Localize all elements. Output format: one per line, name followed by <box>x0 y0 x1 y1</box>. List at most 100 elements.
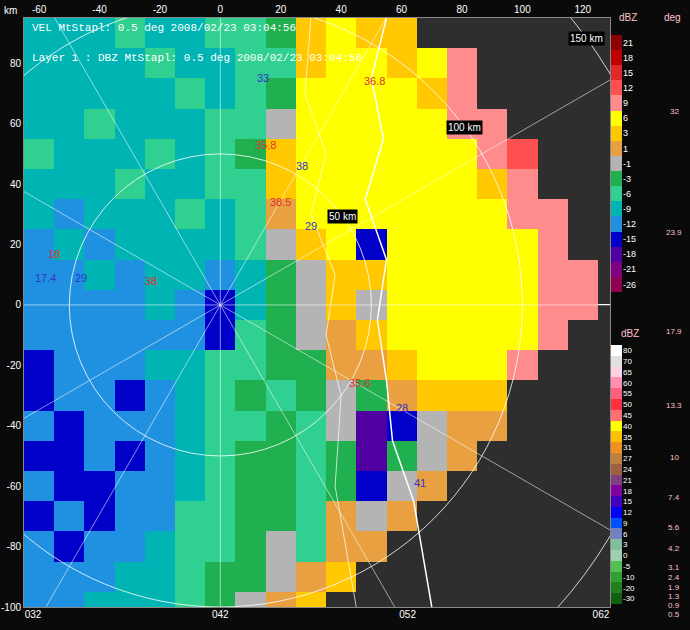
svg-text:9: 9 <box>623 519 628 528</box>
svg-text:0: 0 <box>218 4 224 15</box>
svg-text:-15: -15 <box>623 234 636 244</box>
svg-text:0: 0 <box>623 551 628 560</box>
svg-text:120: 120 <box>574 4 591 15</box>
svg-text:38.5: 38.5 <box>270 196 291 208</box>
svg-text:32: 32 <box>670 107 679 116</box>
svg-text:23.9: 23.9 <box>666 228 682 237</box>
svg-text:-9: -9 <box>623 204 631 214</box>
svg-text:-20: -20 <box>153 4 168 15</box>
svg-text:2.4: 2.4 <box>668 573 680 582</box>
svg-text:29: 29 <box>75 272 87 284</box>
svg-text:0.5: 0.5 <box>668 610 680 619</box>
svg-text:40: 40 <box>336 4 348 15</box>
svg-text:-80: -80 <box>7 541 22 552</box>
svg-text:36.8: 36.8 <box>364 75 385 87</box>
svg-text:40: 40 <box>10 179 22 190</box>
svg-text:-26: -26 <box>623 280 636 290</box>
svg-text:31: 31 <box>623 443 632 452</box>
svg-text:5.6: 5.6 <box>668 523 680 532</box>
svg-text:-40: -40 <box>7 420 22 431</box>
svg-text:dBZ: dBZ <box>621 328 639 339</box>
svg-text:17.4: 17.4 <box>35 272 56 284</box>
svg-text:18: 18 <box>623 53 633 63</box>
svg-text:15: 15 <box>623 497 632 506</box>
svg-text:10: 10 <box>670 453 679 462</box>
svg-text:7.4: 7.4 <box>668 493 680 502</box>
svg-text:deg: deg <box>664 12 681 23</box>
svg-text:18: 18 <box>48 248 60 260</box>
svg-text:4.2: 4.2 <box>668 544 680 553</box>
svg-text:38: 38 <box>145 275 157 287</box>
svg-text:12: 12 <box>623 508 632 517</box>
svg-text:18: 18 <box>623 486 632 495</box>
svg-text:100: 100 <box>514 4 531 15</box>
svg-text:3: 3 <box>623 128 628 138</box>
svg-text:-18: -18 <box>623 249 636 259</box>
svg-text:27: 27 <box>623 454 632 463</box>
svg-text:80: 80 <box>10 58 22 69</box>
svg-text:-40: -40 <box>92 4 107 15</box>
svg-text:-60: -60 <box>32 4 47 15</box>
svg-text:-60: -60 <box>7 481 22 492</box>
svg-text:41: 41 <box>414 477 426 489</box>
svg-text:1.9: 1.9 <box>668 583 680 592</box>
svg-text:45: 45 <box>623 411 632 420</box>
svg-text:28: 28 <box>396 402 408 414</box>
svg-text:35.8: 35.8 <box>255 139 276 151</box>
svg-text:20: 20 <box>275 4 287 15</box>
svg-text:-6: -6 <box>623 189 631 199</box>
svg-text:70: 70 <box>623 357 632 366</box>
svg-text:-100: -100 <box>1 602 21 613</box>
svg-text:3: 3 <box>623 540 628 549</box>
svg-text:-20: -20 <box>7 360 22 371</box>
svg-text:-12: -12 <box>623 219 636 229</box>
svg-text:21: 21 <box>623 38 633 48</box>
svg-text:150 km: 150 km <box>570 33 603 44</box>
svg-text:Layer 1 : DBZ MtStapl: 0.5 deg: Layer 1 : DBZ MtStapl: 0.5 deg 2008/02/2… <box>32 52 362 64</box>
svg-text:80: 80 <box>623 346 632 355</box>
svg-text:55: 55 <box>623 389 632 398</box>
svg-text:dBZ: dBZ <box>619 12 637 23</box>
svg-text:062: 062 <box>593 609 610 620</box>
svg-text:12: 12 <box>623 83 633 93</box>
svg-text:0: 0 <box>15 299 21 310</box>
svg-text:35.6: 35.6 <box>349 377 370 389</box>
svg-text:1.3: 1.3 <box>668 592 680 601</box>
svg-text:-10: -10 <box>623 573 635 582</box>
svg-text:032: 032 <box>25 609 42 620</box>
svg-text:9: 9 <box>623 98 628 108</box>
svg-text:6: 6 <box>623 113 628 123</box>
svg-text:13.3: 13.3 <box>666 401 682 410</box>
svg-text:-21: -21 <box>623 264 636 274</box>
svg-text:35: 35 <box>623 433 632 442</box>
svg-text:0.9: 0.9 <box>668 601 680 610</box>
svg-text:042: 042 <box>212 609 229 620</box>
svg-text:33: 33 <box>257 72 269 84</box>
svg-text:50: 50 <box>623 400 632 409</box>
svg-text:60: 60 <box>396 4 408 15</box>
svg-text:15: 15 <box>623 68 633 78</box>
svg-text:VEL MtStapl: 0.5 deg 2008/02/2: VEL MtStapl: 0.5 deg 2008/02/23 03:04:56 <box>32 22 296 34</box>
svg-text:1: 1 <box>623 144 628 154</box>
svg-text:-30: -30 <box>623 594 635 603</box>
svg-text:50 km: 50 km <box>329 211 356 222</box>
svg-text:6: 6 <box>623 530 628 539</box>
svg-text:60: 60 <box>10 118 22 129</box>
svg-text:100 km: 100 km <box>448 122 481 133</box>
svg-text:-5: -5 <box>623 562 631 571</box>
svg-text:21: 21 <box>623 476 632 485</box>
svg-text:-20: -20 <box>623 584 635 593</box>
svg-text:80: 80 <box>456 4 468 15</box>
svg-text:20: 20 <box>10 239 22 250</box>
svg-text:40: 40 <box>623 422 632 431</box>
svg-text:-3: -3 <box>623 174 631 184</box>
svg-text:3.1: 3.1 <box>668 563 680 572</box>
svg-text:17.9: 17.9 <box>666 327 682 336</box>
svg-text:-1: -1 <box>623 159 631 169</box>
svg-text:65: 65 <box>623 368 632 377</box>
svg-text:km: km <box>4 5 17 16</box>
svg-text:60: 60 <box>623 379 632 388</box>
svg-text:052: 052 <box>399 609 416 620</box>
svg-text:24: 24 <box>623 465 632 474</box>
svg-text:29: 29 <box>305 220 317 232</box>
